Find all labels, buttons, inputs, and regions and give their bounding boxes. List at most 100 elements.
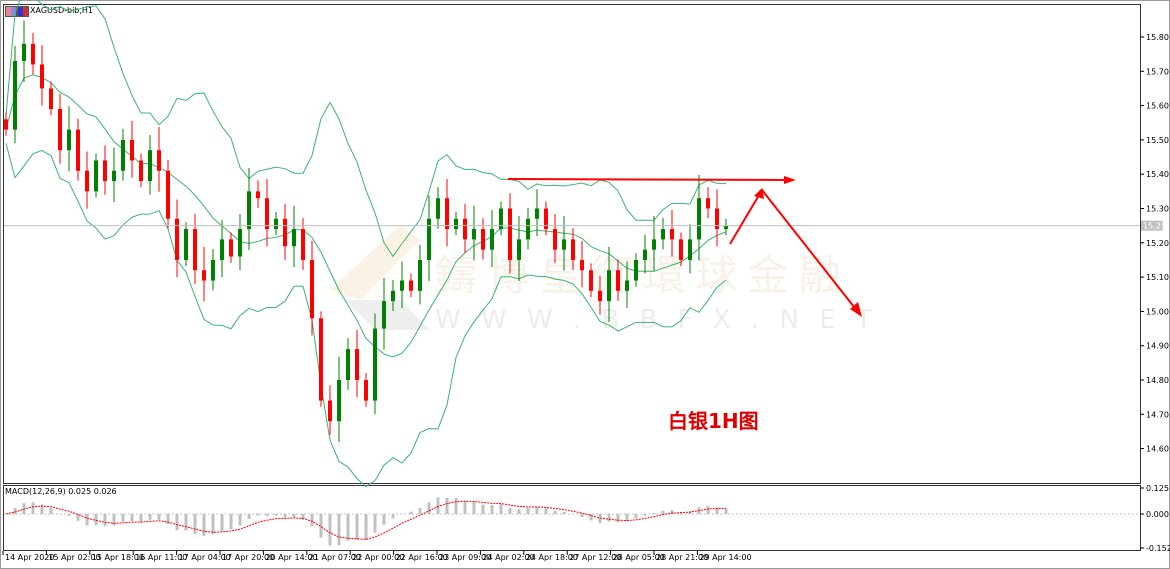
- x-tick-label: 28 Apr 05:00: [613, 553, 665, 562]
- candle-body: [634, 259, 638, 281]
- candle-body: [265, 198, 269, 230]
- watermark-cn: 鑄博皇御環球金融: [435, 251, 851, 300]
- candle-body: [625, 280, 629, 291]
- macd-histogram-bar: [274, 514, 278, 516]
- candle-body: [508, 208, 512, 260]
- candle-body: [526, 218, 530, 240]
- y-tick-label: 15.40: [1146, 170, 1169, 179]
- y-tick-label: 15.00: [1146, 307, 1169, 316]
- candle-body: [166, 170, 170, 219]
- macd-histogram-bar: [220, 514, 224, 531]
- candle-body: [103, 160, 107, 182]
- candle-body: [535, 208, 539, 219]
- candle-body: [688, 239, 692, 260]
- macd-histogram-bar: [94, 514, 98, 526]
- macd-histogram-bar: [391, 514, 395, 519]
- macd-histogram-bar: [553, 511, 557, 514]
- macd-histogram-bar: [184, 514, 188, 531]
- y-tick-label: 14.70: [1146, 410, 1169, 419]
- current-price-badge: [1141, 220, 1163, 231]
- y-tick-label: 15.30: [1146, 205, 1169, 214]
- macd-histogram-bar: [112, 514, 116, 526]
- macd-histogram-bar: [40, 504, 44, 514]
- macd-histogram-bar: [256, 514, 260, 516]
- watermark-url: W W W . B B F X . N E T: [435, 305, 878, 335]
- macd-histogram-bar: [301, 514, 305, 520]
- macd-histogram-bar: [643, 514, 647, 516]
- macd-histogram-bar: [373, 514, 377, 533]
- macd-histogram-bar: [364, 514, 368, 541]
- y-tick-label: 15.50: [1146, 136, 1169, 145]
- y-tick-label: 15.80: [1146, 33, 1169, 42]
- candle-body: [589, 270, 593, 291]
- candle-body: [58, 109, 62, 151]
- candle-body: [346, 349, 350, 380]
- resistance-line: [507, 178, 789, 181]
- candle-body: [130, 139, 134, 161]
- macd-histogram-bar: [706, 506, 710, 514]
- candle-body: [607, 270, 611, 302]
- macd-histogram-bar: [562, 511, 566, 514]
- candle-body: [31, 43, 35, 65]
- x-tick-label: 29 Apr 14:00: [699, 553, 751, 562]
- arrow-head-down: [850, 302, 862, 317]
- macd-histogram-bar: [463, 500, 467, 514]
- macd-histogram-bar: [157, 514, 161, 520]
- candle-body: [238, 229, 242, 257]
- macd-histogram-bar: [625, 514, 629, 522]
- macd-histogram-bar: [130, 514, 134, 521]
- watermark-logo-2: [345, 300, 430, 330]
- candle-body: [139, 160, 143, 182]
- candle-body: [544, 208, 548, 230]
- candle-body: [400, 280, 404, 291]
- candle-body: [598, 290, 602, 302]
- candle-body: [13, 61, 17, 130]
- macd-label: MACD(12,26,9) 0.025 0.026: [5, 487, 117, 496]
- x-tick-label: 22 Apr 16:00: [396, 553, 448, 562]
- macd-histogram-bar: [337, 514, 341, 546]
- candle-body: [382, 301, 386, 329]
- candle-body: [283, 218, 287, 247]
- watermark: 鑄博皇御環球金融 W W W . B B F X . N E T: [330, 225, 878, 335]
- macd-histogram-bar: [193, 514, 197, 534]
- candle-body: [715, 208, 719, 230]
- macd-panel: [3, 485, 1141, 551]
- macd-histogram-bar: [310, 514, 314, 527]
- candle-body: [553, 229, 557, 250]
- x-tick-label: 20 Apr 14:00: [265, 553, 317, 562]
- macd-histogram-bar: [247, 514, 251, 519]
- macd-histogram-bar: [283, 514, 287, 518]
- macd-histogram-bar: [535, 506, 539, 514]
- candle-body: [49, 88, 53, 110]
- candle-body: [85, 170, 89, 192]
- macd-histogram-bar: [49, 507, 53, 514]
- candle-body: [292, 229, 296, 247]
- candle-body: [670, 229, 674, 240]
- macd-histogram-bar: [670, 510, 674, 514]
- macd-histogram-bar: [724, 508, 728, 514]
- candle-body: [364, 380, 368, 401]
- x-tick-label: 22 Apr 00:00: [352, 553, 404, 562]
- y-tick-label: 15.10: [1146, 273, 1169, 282]
- candle-body: [193, 229, 197, 271]
- candle-body: [256, 191, 260, 199]
- macd-histogram-bar: [31, 502, 35, 514]
- candle-body: [652, 239, 656, 250]
- arrow-head-right: [784, 176, 796, 184]
- candle-body: [220, 239, 224, 260]
- candle-body: [328, 400, 332, 422]
- x-tick-label: 24 Apr 02:00: [482, 553, 534, 562]
- macd-histogram-bar: [715, 507, 719, 514]
- candle-body: [175, 218, 179, 260]
- x-tick-label: 17 Apr 20:00: [222, 553, 274, 562]
- candle-body: [436, 198, 440, 219]
- candle-body: [580, 259, 584, 271]
- x-tick-label: 24 Apr 18:00: [526, 553, 578, 562]
- macd-histogram-bar: [382, 514, 386, 525]
- annotation-text: 白银1H图: [668, 409, 759, 433]
- candle-body: [490, 229, 494, 250]
- macd-histogram-bar: [328, 514, 332, 546]
- y-tick-label: 15.60: [1146, 102, 1169, 111]
- candle-body: [4, 119, 8, 130]
